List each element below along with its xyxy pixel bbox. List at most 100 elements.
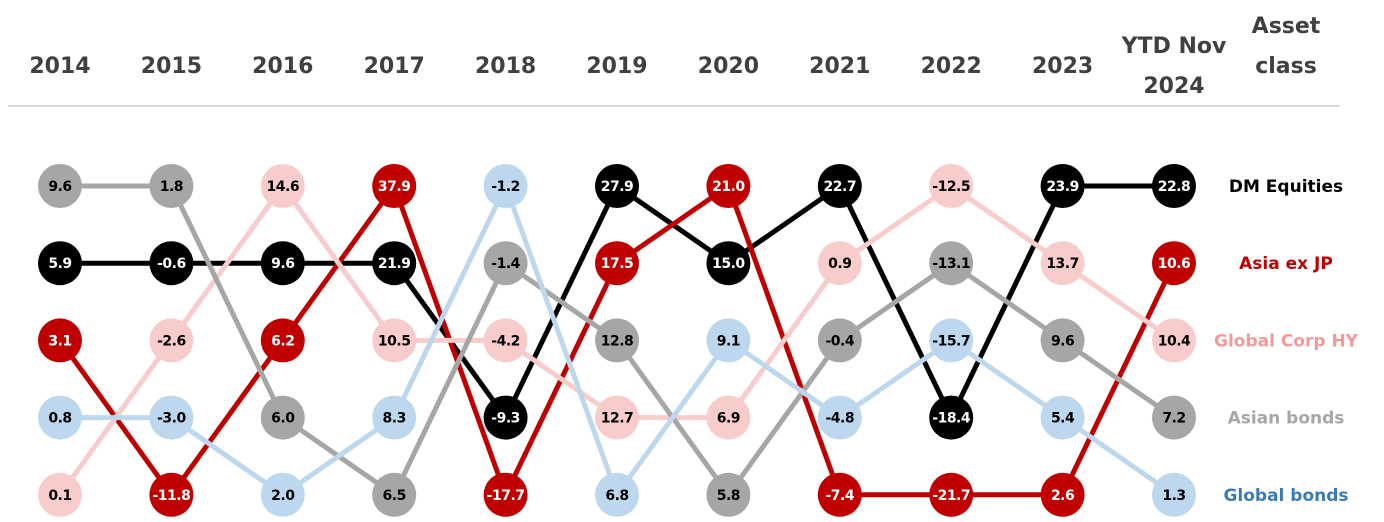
value-dot [260,318,305,363]
value-dot [1040,395,1085,440]
value-label: -2.6 [157,333,186,349]
value-dot [483,241,528,286]
x-tick-label: YTD Nov 2024 [1121,34,1227,99]
dots: 5.9 -0.6 9.6 21.9 -9.3 27.9 15.0 22.7 -18.4 23.9 2… [38,164,1196,517]
value-label: 17.5 [601,256,634,272]
value-dot [929,395,974,440]
value-dot [38,395,82,440]
value-dot [817,318,862,363]
value-dot [483,395,528,440]
x-tick-label: 2014 [29,54,90,79]
value-label: -3.0 [157,411,186,427]
value-label: -1.2 [491,179,520,195]
value-dot [372,395,417,440]
x-tick-label: 2020 [698,54,759,79]
value-dot [1040,318,1085,363]
value-label: 1.8 [160,179,183,195]
value-label: -17.7 [487,488,525,504]
value-dot [1040,241,1085,286]
value-label: 10.5 [378,333,411,349]
value-dot [372,472,417,517]
value-dot [483,318,528,363]
value-dot [1152,472,1196,517]
x-tick-label: 2019 [586,54,647,79]
value-dot [38,472,82,517]
value-dot [260,241,305,286]
value-dot [149,318,194,363]
value-dot [706,164,751,208]
value-dot [260,395,305,440]
value-label: 22.8 [1158,179,1191,195]
value-label: 1.3 [1162,488,1185,504]
value-label: 5.4 [1051,411,1075,427]
value-label: 2.0 [271,488,295,504]
value-dot [706,395,751,440]
value-label: -4.8 [825,411,854,427]
value-label: -0.4 [825,333,854,349]
legend-entry: Asian bonds [1228,409,1345,429]
value-dot [483,164,528,208]
value-dot [595,164,639,208]
value-label: 6.5 [383,488,406,504]
legend-entry: Global bonds [1223,486,1348,506]
value-label: 6.8 [605,488,628,504]
value-dot [38,241,82,286]
x-tick-label: 2016 [252,54,313,79]
value-label: -21.7 [932,488,970,504]
value-label: -9.3 [491,411,520,427]
value-dot [372,164,417,208]
value-label: 5.8 [717,488,740,504]
value-label: 6.2 [271,333,294,349]
value-dot [595,318,639,363]
value-dot [706,472,751,517]
value-dot [1152,395,1196,440]
value-label: 7.2 [1162,411,1185,427]
value-dot [1152,164,1196,208]
value-label: 6.0 [271,411,295,427]
value-label: -12.5 [932,179,970,195]
value-label: -18.4 [932,411,971,427]
value-label: 9.6 [271,256,294,272]
value-dot [1152,318,1196,363]
legend-title: Asset class [1252,14,1321,79]
value-label: 15.0 [712,256,745,272]
x-tick-label: 2023 [1032,54,1093,79]
value-dot [149,472,194,517]
x-tick-label: 2021 [809,54,870,79]
value-label: -7.4 [825,488,854,504]
value-label: 9.6 [48,179,71,195]
value-dot [929,241,974,286]
value-dot [1040,472,1085,517]
value-label: -11.8 [152,488,190,504]
value-label: 27.9 [601,179,634,195]
value-dot [149,241,194,286]
value-label: 6.9 [717,411,740,427]
value-dot [260,472,305,517]
value-label: 13.7 [1046,256,1079,272]
value-label: 0.8 [48,411,71,427]
value-label: -1.4 [491,256,520,272]
value-dot [149,395,194,440]
value-label: -15.7 [932,333,970,349]
value-dot [817,164,862,208]
value-label: 21.9 [378,256,411,272]
value-dot [817,241,862,286]
value-label: 5.9 [48,256,71,272]
value-dot [149,164,194,208]
value-label: 10.4 [1158,333,1191,349]
value-label: 3.1 [48,333,71,349]
value-label: -13.1 [932,256,970,272]
value-label: 8.3 [383,411,406,427]
value-label: 9.6 [1051,333,1074,349]
value-label: -4.2 [491,333,520,349]
value-dot [1040,164,1085,208]
value-dot [483,472,528,517]
value-label: 22.7 [824,179,857,195]
value-label: 0.1 [48,488,71,504]
value-dot [38,318,82,363]
value-dot [929,164,974,208]
value-dot [929,472,974,517]
legend-entry: Asia ex JP [1239,254,1333,274]
x-tick-label: 2022 [921,54,982,79]
